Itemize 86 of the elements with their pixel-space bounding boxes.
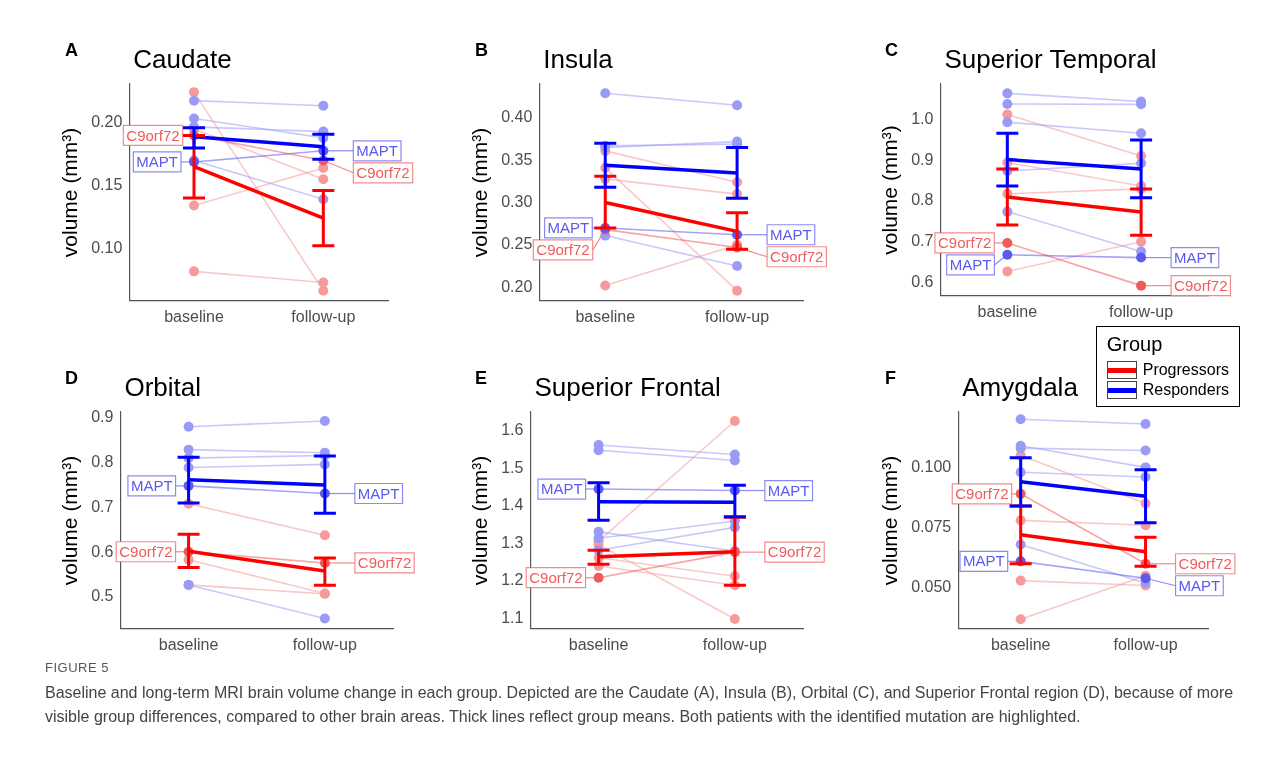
annotation: C9orf72 bbox=[1174, 276, 1228, 294]
annotation: C9orf72 bbox=[955, 485, 1009, 503]
y-axis-title: volume (mm³) bbox=[878, 455, 902, 586]
y-tick-label: 0.25 bbox=[501, 235, 533, 253]
y-tick-label: 0.30 bbox=[501, 192, 533, 210]
x-tick-label: baseline bbox=[568, 635, 629, 653]
x-tick-label: follow-up bbox=[291, 307, 356, 325]
y-tick-label: 0.8 bbox=[911, 191, 934, 209]
chart-title: Superior Temporal bbox=[944, 44, 1157, 75]
annotation: C9orf72 bbox=[767, 543, 822, 561]
y-tick-label: 1.3 bbox=[501, 533, 524, 551]
annotation: C9orf72 bbox=[937, 234, 992, 252]
y-tick-label: 0.9 bbox=[911, 150, 934, 168]
text: A bbox=[65, 40, 78, 61]
x-tick-label: baseline bbox=[575, 307, 636, 325]
y-tick-label: 1.6 bbox=[501, 421, 524, 439]
y-axis-title: volume (mm³) bbox=[468, 127, 492, 258]
text: B bbox=[475, 40, 488, 61]
y-tick-label: 0.9 bbox=[91, 408, 114, 426]
annotation: MAPT bbox=[1174, 248, 1216, 266]
y-tick-label: 0.20 bbox=[501, 277, 533, 295]
annotation: C9orf72 bbox=[529, 568, 583, 586]
y-tick-label: 0.100 bbox=[911, 457, 952, 475]
y-tick-label: 1.2 bbox=[501, 571, 524, 589]
y-axis-title: volume (mm³) bbox=[58, 127, 82, 258]
y-tick-label: 0.10 bbox=[91, 238, 123, 256]
annotation: MAPT bbox=[770, 225, 812, 243]
annotation: C9orf72 bbox=[1178, 554, 1232, 572]
chart-title: Orbital bbox=[124, 372, 202, 403]
chart-title: Insula bbox=[543, 44, 614, 75]
y-tick-label: 0.6 bbox=[911, 272, 934, 290]
annotation: MAPT bbox=[547, 219, 590, 237]
x-tick-label: baseline bbox=[164, 307, 224, 325]
annotation: C9orf72 bbox=[536, 241, 590, 259]
text: D bbox=[65, 368, 78, 389]
legend-label: Responders bbox=[1142, 380, 1229, 400]
y-tick-label: 0.7 bbox=[911, 232, 934, 250]
y-tick-label: 1.1 bbox=[501, 609, 524, 627]
y-tick-label: 0.7 bbox=[91, 497, 114, 515]
text: C bbox=[885, 40, 898, 61]
x-tick-label: baseline bbox=[977, 302, 1038, 320]
y-tick-label: 0.40 bbox=[501, 108, 533, 126]
y-tick-label: 0.075 bbox=[911, 518, 952, 536]
annotation: MAPT bbox=[356, 141, 399, 159]
y-axis-title: volume (mm³) bbox=[468, 455, 492, 586]
legend-title: Group bbox=[1106, 333, 1164, 356]
y-tick-label: 0.20 bbox=[91, 113, 123, 131]
y-tick-label: 1.0 bbox=[911, 110, 934, 128]
chart-title: Superior Frontal bbox=[534, 372, 721, 403]
annotation: MAPT bbox=[949, 256, 992, 274]
text: Baseline and long-term MRI brain volume change in each group. Depicted are the Caudate (A), Insula (B), Orbital (C), and Superior Frontal region (D), because of more visible group differences, compared to other brain areas. Thick lines reflect group means. Both patients with the identified mutation are highlighted. bbox=[45, 683, 1235, 727]
x-tick-label: follow-up bbox=[702, 635, 767, 653]
x-tick-label: follow-up bbox=[1109, 302, 1174, 320]
y-tick-label: 0.6 bbox=[91, 542, 114, 560]
annotation: C9orf72 bbox=[119, 542, 173, 560]
annotation: C9orf72 bbox=[356, 163, 410, 181]
annotation: C9orf72 bbox=[126, 126, 180, 144]
text: E bbox=[475, 368, 488, 389]
annotation: MAPT bbox=[130, 477, 173, 495]
y-tick-label: 1.5 bbox=[501, 458, 524, 476]
annotation: MAPT bbox=[136, 153, 179, 171]
y-tick-label: 0.15 bbox=[91, 175, 123, 193]
y-tick-label: 0.050 bbox=[911, 578, 952, 596]
x-tick-label: baseline bbox=[990, 635, 1051, 653]
text: F bbox=[885, 368, 896, 389]
chart-title: Caudate bbox=[133, 44, 232, 75]
annotation: MAPT bbox=[1178, 576, 1221, 594]
annotation: MAPT bbox=[963, 552, 1005, 570]
annotation: MAPT bbox=[767, 481, 810, 499]
chart-title: Amygdala bbox=[962, 372, 1079, 403]
annotation: C9orf72 bbox=[357, 554, 412, 572]
y-tick-label: 0.35 bbox=[501, 150, 533, 168]
x-tick-label: baseline bbox=[158, 635, 219, 653]
y-tick-label: 1.4 bbox=[501, 496, 524, 514]
legend-label: Progressors bbox=[1142, 360, 1229, 380]
y-axis-title: volume (mm³) bbox=[878, 125, 902, 255]
annotation: MAPT bbox=[357, 484, 400, 502]
y-axis-title: volume (mm³) bbox=[58, 455, 82, 586]
caption: FIGURE 5 bbox=[45, 660, 110, 675]
y-tick-label: 0.8 bbox=[91, 453, 114, 471]
y-tick-label: 0.5 bbox=[91, 587, 114, 605]
x-tick-label: follow-up bbox=[1113, 635, 1178, 653]
x-tick-label: follow-up bbox=[705, 307, 770, 325]
x-tick-label: follow-up bbox=[292, 635, 357, 653]
annotation: C9orf72 bbox=[770, 247, 824, 265]
annotation: MAPT bbox=[540, 480, 583, 498]
